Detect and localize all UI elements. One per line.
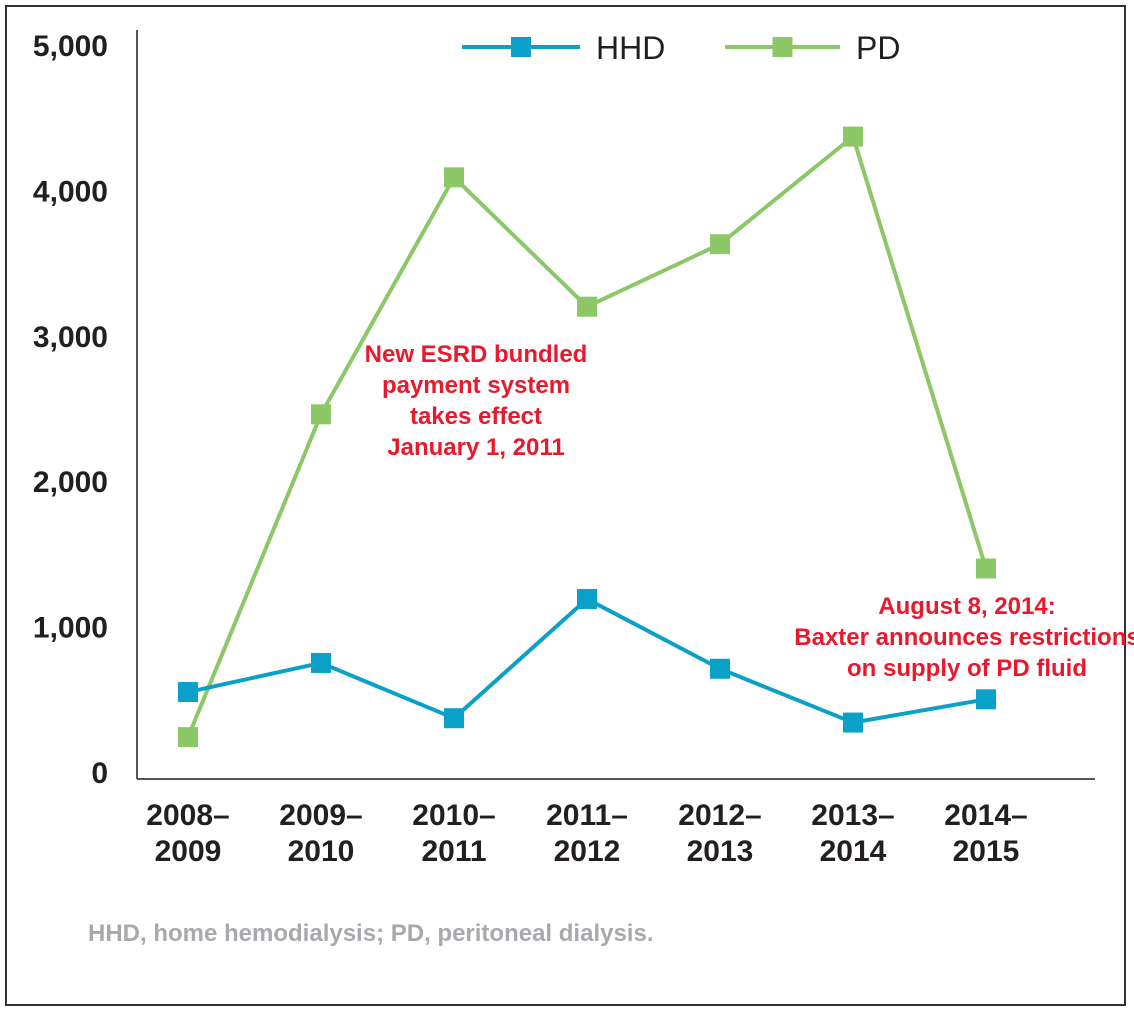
- pd-point: [710, 234, 730, 255]
- legend-label-pd: PD: [856, 30, 900, 66]
- y-tick-label: 5,000: [33, 30, 108, 63]
- hhd-point: [710, 658, 730, 679]
- x-tick-label: 2011– 2012: [546, 799, 628, 868]
- pd-point: [577, 296, 597, 317]
- pd-point: [843, 126, 863, 147]
- legend-label-hhd: HHD: [596, 30, 665, 66]
- series-group: [178, 126, 996, 748]
- x-tick-label: 2008– 2009: [146, 799, 229, 868]
- y-tick-label: 3,000: [33, 321, 108, 354]
- x-tick-labels: 2008– 2009 2009– 2010 2010– 2011 2011– 2012 2012…: [146, 799, 1027, 868]
- pd-point: [976, 558, 996, 579]
- y-tick-label: 0: [91, 757, 108, 790]
- chart-frame: [5, 5, 1126, 1006]
- x-tick-label: 2014– 2015: [944, 799, 1027, 868]
- pd-point: [444, 167, 464, 188]
- footnote: HHD, home hemodialysis; PD, peritoneal d…: [88, 920, 654, 947]
- annotations: New ESRD bundled payment system takes effe…: [365, 341, 1134, 682]
- hhd-point: [444, 708, 464, 729]
- pd-point: [178, 727, 198, 748]
- annotation-line: January 1, 2011: [387, 434, 564, 461]
- hhd-point: [577, 588, 597, 609]
- y-tick-labels: 0 1,000 2,000 3,000 4,000 5,000: [33, 30, 108, 790]
- legend-marker-hhd: [511, 37, 531, 57]
- annotation-line: August 8, 2014:: [878, 593, 1055, 620]
- y-tick-label: 4,000: [33, 175, 108, 208]
- x-tick-label: 2013– 2014: [811, 799, 894, 868]
- annotation-line: Baxter announces restrictions: [794, 624, 1134, 651]
- hhd-point: [311, 652, 331, 673]
- annotation-line: New ESRD bundled: [365, 341, 588, 368]
- annotation-line: payment system: [382, 372, 570, 399]
- x-tick-label: 2010– 2011: [412, 799, 495, 868]
- x-tick-label: 2012– 2013: [678, 799, 761, 868]
- axes: [136, 30, 1095, 780]
- y-tick-label: 1,000: [33, 612, 108, 645]
- hhd-point: [976, 689, 996, 710]
- x-tick-label: 2009– 2010: [279, 799, 362, 868]
- hhd-point: [843, 712, 863, 733]
- annotation-line: on supply of PD fluid: [847, 655, 1087, 682]
- hhd-point: [178, 682, 198, 703]
- pd-point: [311, 404, 331, 425]
- annotation-line: takes effect: [410, 403, 542, 430]
- y-tick-label: 2,000: [33, 466, 108, 499]
- legend: HHD PD: [462, 30, 900, 66]
- legend-marker-pd: [772, 37, 793, 57]
